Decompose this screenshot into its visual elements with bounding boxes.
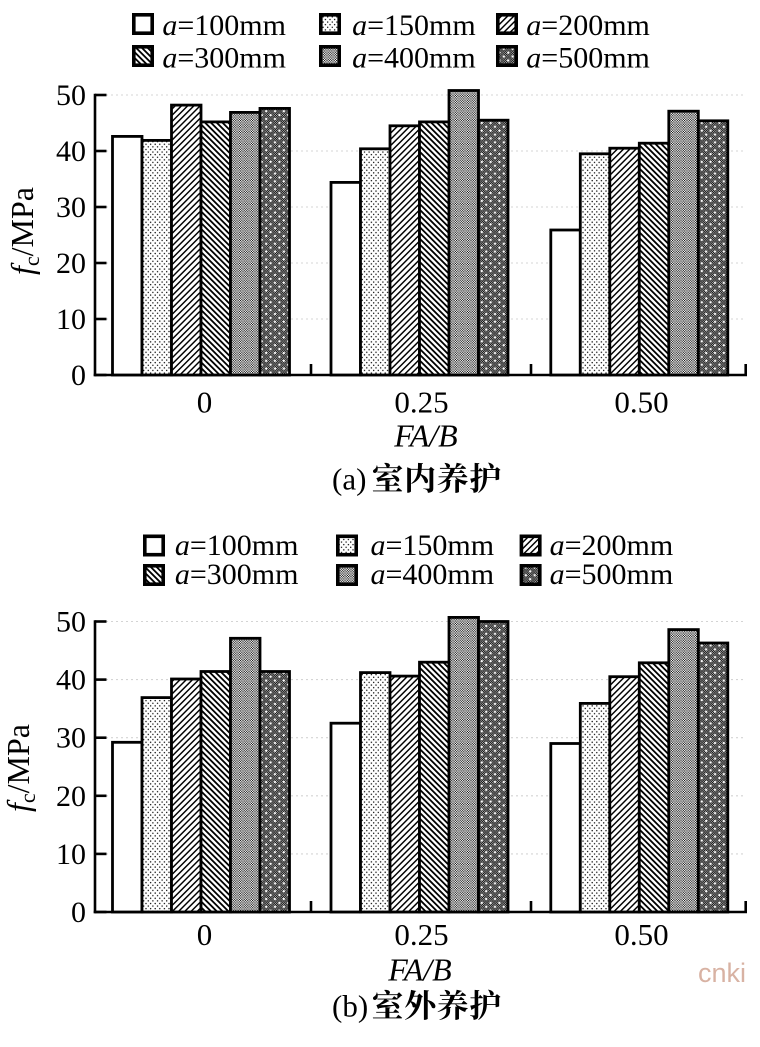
svg-text:30: 30 — [56, 722, 86, 755]
svg-text:40: 40 — [56, 664, 86, 697]
svg-text:a=150mm: a=150mm — [371, 529, 495, 562]
svg-text:fc/MPa: fc/MPa — [4, 187, 44, 275]
svg-text:a=500mm: a=500mm — [550, 558, 674, 591]
svg-text:0: 0 — [71, 896, 86, 929]
svg-text:0.25: 0.25 — [394, 385, 448, 420]
svg-text:fc/MPa: fc/MPa — [0, 724, 40, 812]
svg-text:FA/B: FA/B — [393, 418, 457, 454]
svg-text:0: 0 — [197, 917, 213, 952]
svg-text:20: 20 — [56, 247, 86, 280]
svg-text:FA/B: FA/B — [387, 952, 451, 988]
svg-text:(b): (b) — [332, 989, 368, 1024]
svg-text:0.50: 0.50 — [614, 385, 668, 420]
svg-text:a=150mm: a=150mm — [352, 9, 476, 42]
svg-text:10: 10 — [56, 838, 86, 871]
svg-text:40: 40 — [56, 135, 86, 168]
svg-text:0.25: 0.25 — [394, 917, 448, 952]
svg-text:10: 10 — [56, 303, 86, 336]
svg-text:50: 50 — [56, 606, 86, 639]
svg-text:(a): (a) — [332, 462, 366, 497]
svg-text:a=400mm: a=400mm — [371, 558, 495, 591]
svg-text:0: 0 — [71, 359, 86, 392]
svg-text:0: 0 — [197, 385, 213, 420]
svg-text:a=100mm: a=100mm — [175, 529, 299, 562]
svg-text:a=400mm: a=400mm — [352, 42, 476, 75]
svg-text:a=200mm: a=200mm — [550, 529, 674, 562]
svg-text:30: 30 — [56, 191, 86, 224]
svg-text:a=300mm: a=300mm — [175, 558, 299, 591]
svg-text:50: 50 — [56, 79, 86, 112]
svg-text:a=100mm: a=100mm — [162, 9, 286, 42]
svg-text:a=300mm: a=300mm — [162, 42, 286, 75]
svg-text:a=500mm: a=500mm — [526, 42, 650, 75]
svg-text:cnki: cnki — [698, 958, 746, 988]
svg-text:a=200mm: a=200mm — [526, 9, 650, 42]
svg-text:0.50: 0.50 — [614, 917, 668, 952]
svg-text:20: 20 — [56, 780, 86, 813]
